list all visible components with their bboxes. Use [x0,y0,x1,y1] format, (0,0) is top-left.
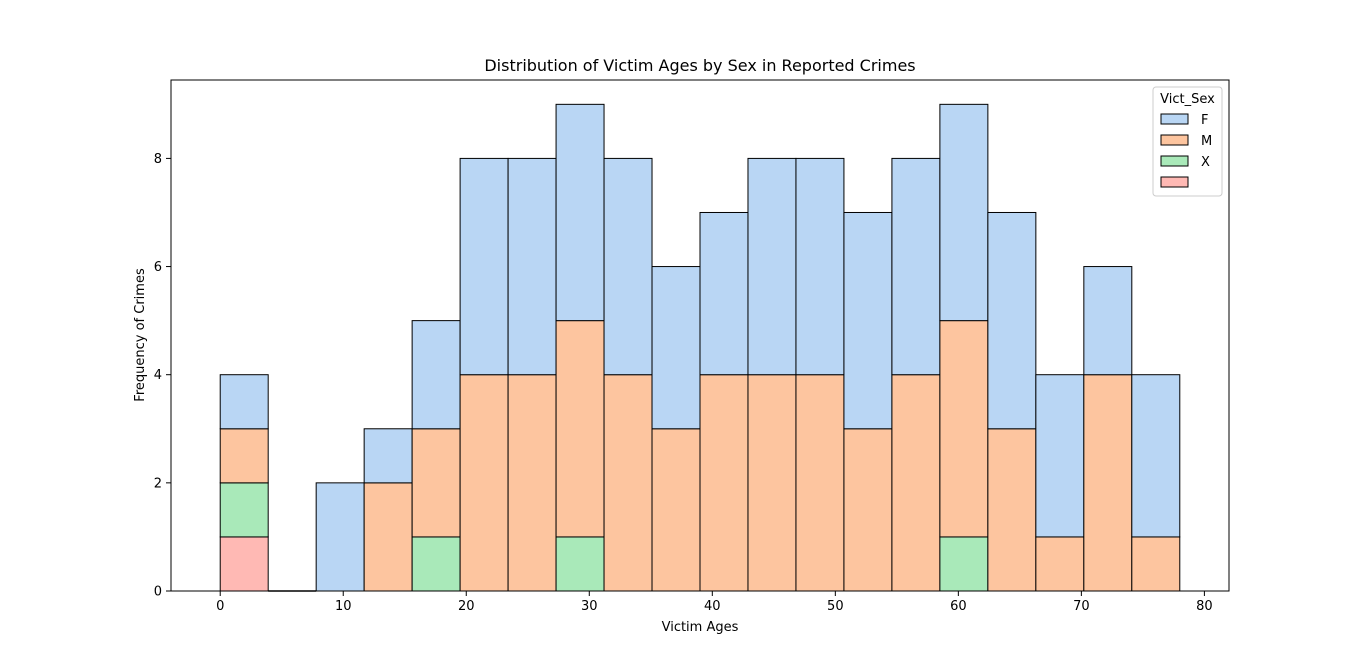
legend-title: Vict_Sex [1160,92,1215,107]
y-axis: 0 2 4 6 8 [154,152,171,600]
bar-segment-F-3 [363,428,413,484]
bar-segment-F-18 [1083,266,1133,376]
y-tick-label: 0 [154,585,162,600]
bar-segment-F-19 [1131,374,1181,538]
legend-label-F: F [1201,113,1208,128]
bar-segment-M-4 [411,428,461,538]
bar-segment-F-5 [459,157,509,376]
bars-group [219,103,1181,592]
bar-segment-F-15 [939,103,989,322]
x-tick-label: 0 [216,599,224,614]
legend-label-X: X [1201,155,1210,170]
bar-segment-M-3 [363,482,413,592]
bar-segment-F-8 [603,157,653,376]
bar-segment-F-9 [651,266,701,430]
bar-segment-M-0 [219,428,269,484]
bar-segment-M-5 [459,374,509,592]
x-tick-label: 20 [458,599,475,614]
legend-label-M: M [1201,134,1212,149]
bar-segment-F-7 [555,103,605,322]
y-tick-label: 2 [154,476,162,491]
y-tick-label: 8 [154,152,162,167]
legend-swatch-H [1160,176,1189,188]
y-tick-label: 6 [154,260,162,275]
bar-segment-F-17 [1035,374,1085,538]
bar-segment-X-0 [219,482,269,538]
legend-swatch-M [1160,134,1189,146]
bar-segment-M-8 [603,374,653,592]
x-axis-label: Victim Ages [662,620,739,635]
bar-segment-F-10 [699,211,749,376]
bar-segment-M-7 [555,320,605,538]
legend-swatch-X [1160,155,1189,167]
bar-segment-F-16 [987,211,1037,430]
bar-segment-M-17 [1035,536,1085,592]
bar-segment-F-4 [411,320,461,430]
bar-segment-M-19 [1131,536,1181,592]
x-tick-label: 10 [335,599,352,614]
x-tick-label: 60 [950,599,967,614]
bar-segment-H-0 [219,536,269,592]
x-axis: 0 10 20 30 40 50 60 70 80 [216,591,1213,614]
bar-segment-M-6 [507,374,557,592]
bar-segment-M-14 [891,374,941,592]
bar-segment-F-6 [507,157,557,376]
y-tick-label: 4 [154,368,162,383]
bar-segment-M-10 [699,374,749,592]
legend: Vict_Sex FMX [1152,86,1223,197]
bar-segment-M-9 [651,428,701,592]
bar-segment-X-15 [939,536,989,592]
bar-segment-F-12 [795,157,845,376]
x-tick-label: 70 [1073,599,1090,614]
bar-segment-F-13 [843,211,893,430]
bar-segment-F-0 [219,374,269,430]
bar-segment-M-16 [987,428,1037,592]
bar-segment-M-13 [843,428,893,592]
bar-segment-F-2 [315,482,365,592]
y-axis-label: Frequency of Crimes [133,268,148,402]
bar-segment-M-12 [795,374,845,592]
x-tick-label: 40 [704,599,721,614]
bar-segment-M-15 [939,320,989,538]
x-tick-label: 50 [827,599,844,614]
x-tick-label: 30 [581,599,598,614]
legend-swatch-F [1160,113,1189,125]
chart-title: Distribution of Victim Ages by Sex in Re… [484,56,915,75]
bar-segment-X-4 [411,536,461,592]
bar-segment-M-18 [1083,374,1133,592]
x-tick-label: 80 [1196,599,1213,614]
bar-segment-F-14 [891,157,941,376]
bar-segment-X-7 [555,536,605,592]
plot-frame [170,79,1230,592]
bar-segment-M-11 [747,374,797,592]
bar-segment-F-11 [747,157,797,376]
